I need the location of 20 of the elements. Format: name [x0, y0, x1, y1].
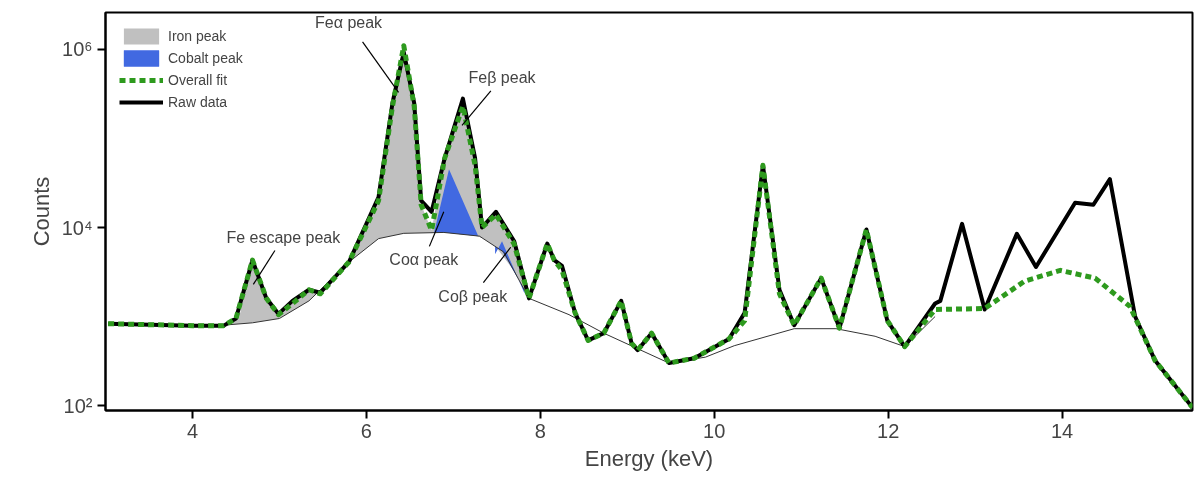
x-tick-label: 4	[186, 419, 199, 442]
y-axis-title: Counts	[28, 176, 54, 247]
annotation: Feα peak	[315, 13, 384, 31]
legend-label: Cobalt peak	[168, 50, 243, 66]
legend-label: Raw data	[168, 94, 228, 110]
y-tick-label: 10⁴	[61, 216, 93, 239]
x-tick-label: 14	[1050, 419, 1074, 442]
x-tick-label: 8	[534, 419, 546, 442]
x-tick-label: 10	[703, 419, 726, 442]
annotation: Fe escape peak	[226, 228, 342, 246]
annotation: Feβ peak	[468, 68, 537, 86]
annotation: Coα peak	[389, 251, 460, 269]
legend-label: Overall fit	[168, 72, 228, 88]
legend-label: Iron peak	[168, 28, 227, 44]
annotation: Coβ peak	[438, 287, 509, 305]
x-tick-label: 12	[877, 419, 900, 442]
x-axis-title: Energy (keV)	[584, 445, 714, 471]
x-tick-label: 6	[360, 419, 372, 442]
y-tick-label: 10⁶	[62, 38, 93, 61]
y-tick-label: 10²	[63, 394, 93, 417]
